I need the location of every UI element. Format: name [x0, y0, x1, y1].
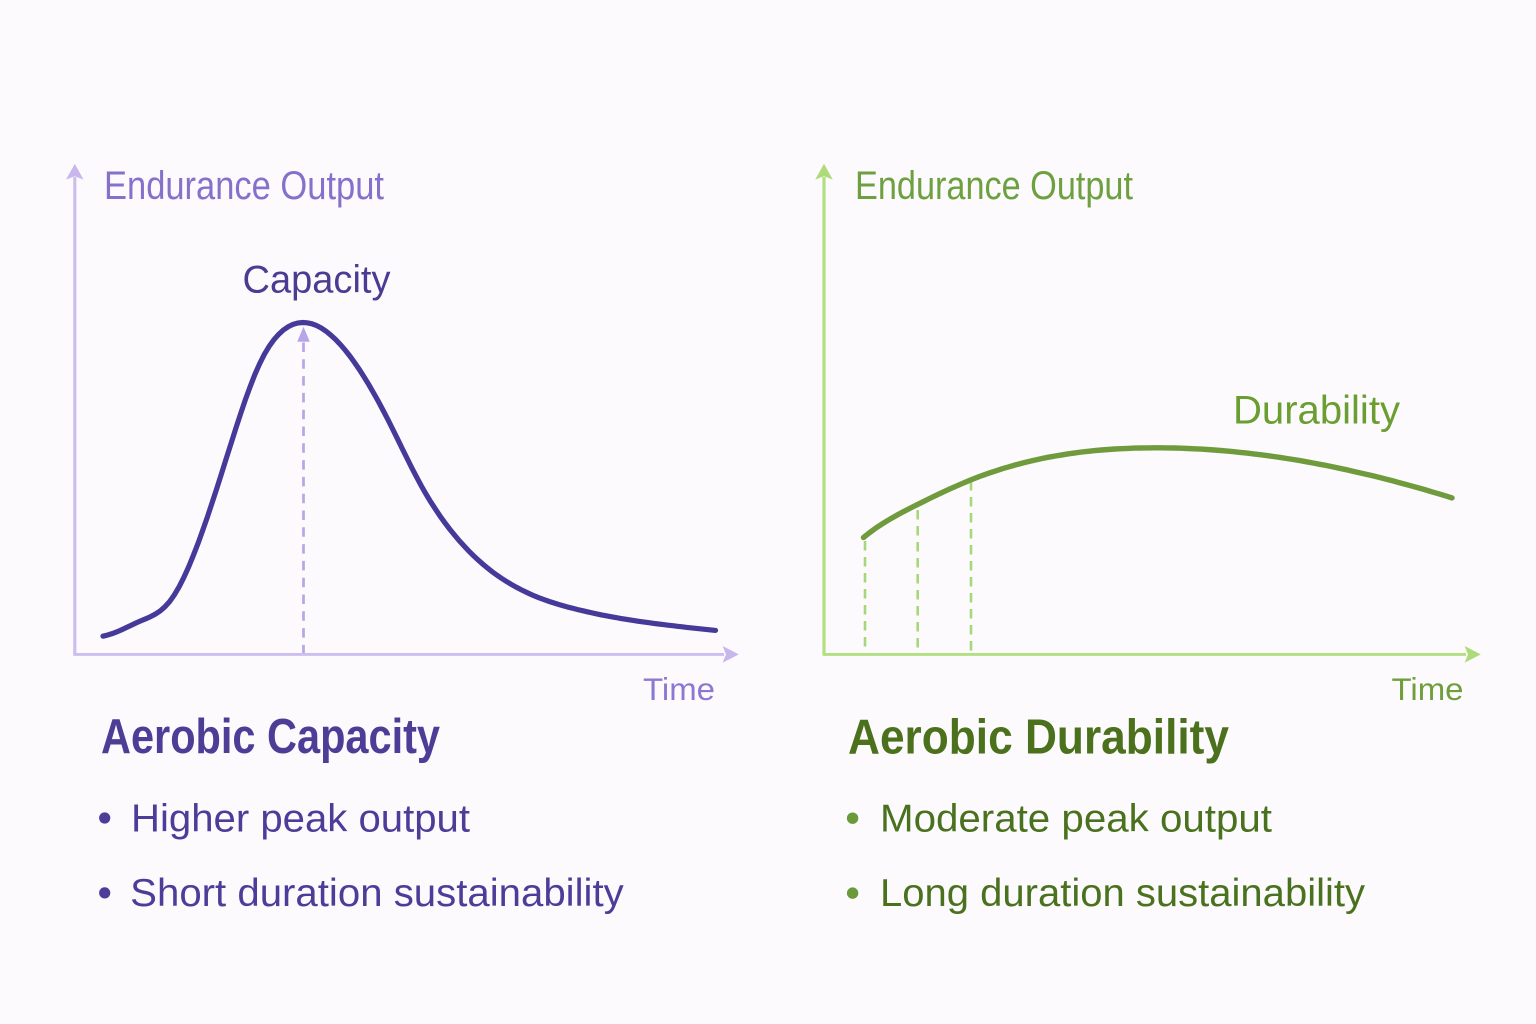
svg-text:Aerobic Durability: Aerobic Durability: [848, 710, 1229, 765]
svg-text:Durability: Durability: [1233, 389, 1400, 433]
svg-text:Higher peak output: Higher peak output: [131, 798, 470, 841]
svg-text:Time: Time: [643, 671, 715, 707]
svg-text:Capacity: Capacity: [243, 259, 392, 302]
svg-text:Endurance Output: Endurance Output: [855, 164, 1133, 208]
svg-text:Long duration sustainability: Long duration sustainability: [880, 872, 1365, 915]
svg-text:Aerobic Capacity: Aerobic Capacity: [101, 709, 440, 764]
svg-text:Short duration sustainability: Short duration sustainability: [130, 872, 624, 915]
svg-text:Endurance Output: Endurance Output: [104, 164, 384, 208]
svg-text:Time: Time: [1392, 671, 1464, 707]
svg-text:Moderate peak output: Moderate peak output: [880, 798, 1272, 841]
